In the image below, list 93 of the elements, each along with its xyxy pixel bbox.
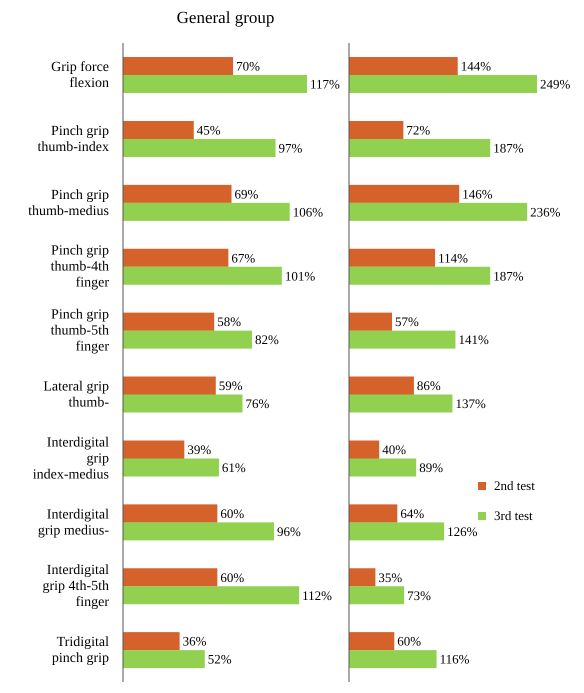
bar bbox=[123, 120, 194, 139]
data-label: 58% bbox=[217, 314, 242, 330]
bar bbox=[349, 440, 380, 458]
data-label: 97% bbox=[278, 140, 303, 156]
bar bbox=[123, 57, 234, 76]
y-tick-label: Interdigital grip medius- bbox=[38, 506, 110, 538]
bar bbox=[123, 394, 243, 413]
data-label: 86% bbox=[416, 378, 441, 394]
bar bbox=[349, 330, 456, 349]
data-label: 40% bbox=[382, 442, 406, 457]
bar bbox=[123, 184, 232, 203]
data-label: 64% bbox=[400, 506, 424, 521]
data-label: 73% bbox=[407, 588, 432, 603]
data-label: 69% bbox=[234, 186, 259, 202]
bar bbox=[123, 632, 180, 650]
data-label: 249% bbox=[540, 76, 570, 92]
data-label: 60% bbox=[220, 506, 244, 521]
data-label: 39% bbox=[187, 442, 212, 457]
bar bbox=[123, 312, 214, 331]
data-label: 112% bbox=[302, 588, 332, 603]
y-tick-label: Grip force flexion bbox=[51, 59, 109, 90]
bar bbox=[123, 376, 216, 395]
bar bbox=[349, 586, 404, 604]
data-label: 70% bbox=[236, 58, 260, 74]
data-label: 57% bbox=[395, 314, 420, 330]
data-label: 101% bbox=[284, 268, 316, 284]
bar bbox=[349, 568, 376, 586]
bar bbox=[349, 522, 444, 540]
data-label: 36% bbox=[182, 634, 207, 649]
bar bbox=[123, 248, 228, 267]
bar bbox=[349, 632, 394, 650]
data-label: 146% bbox=[462, 186, 493, 202]
bar bbox=[349, 120, 404, 139]
bar bbox=[123, 330, 252, 349]
bar bbox=[349, 57, 458, 76]
data-label: 187% bbox=[493, 140, 524, 156]
bar bbox=[349, 312, 392, 331]
y-tick-label: Lateral grip thumb- bbox=[43, 378, 110, 410]
legend-label: 3rd test bbox=[494, 508, 533, 524]
data-label: 76% bbox=[246, 396, 270, 412]
data-label: 187% bbox=[493, 268, 524, 284]
data-label: 126% bbox=[447, 524, 478, 539]
bar bbox=[349, 504, 398, 522]
bar bbox=[123, 440, 184, 458]
data-label: 45% bbox=[196, 122, 221, 138]
y-tick-label: Pinch grip thumb-medius bbox=[28, 187, 109, 218]
y-tick-label: Pinch grip thumb-index bbox=[37, 123, 109, 154]
bar bbox=[123, 504, 218, 522]
data-label: 61% bbox=[222, 460, 246, 475]
data-label: 67% bbox=[231, 250, 256, 266]
bar bbox=[123, 522, 274, 540]
data-label: 60% bbox=[220, 570, 244, 585]
data-label: 144% bbox=[460, 58, 492, 74]
data-label: 52% bbox=[208, 652, 232, 667]
y-tick-label: Interdigital grip index-medius bbox=[32, 434, 110, 482]
bar bbox=[123, 650, 205, 668]
bar bbox=[349, 394, 452, 413]
bar bbox=[349, 184, 460, 203]
bar bbox=[123, 202, 290, 221]
data-label: 117% bbox=[310, 76, 340, 92]
bar bbox=[349, 266, 490, 285]
bar bbox=[123, 586, 300, 604]
y-tick-label: Pinch grip thumb-4th finger bbox=[50, 243, 110, 290]
bar bbox=[349, 138, 490, 157]
bar bbox=[349, 376, 414, 395]
legend-label: 2nd test bbox=[494, 478, 535, 494]
data-label: 137% bbox=[455, 396, 486, 412]
y-tick-label: Pinch grip thumb-5th finger bbox=[50, 307, 110, 354]
y-tick-label: Tridigital pinch grip bbox=[52, 634, 110, 666]
data-label: 82% bbox=[254, 332, 279, 348]
data-label: 141% bbox=[458, 332, 489, 348]
bar bbox=[349, 202, 528, 221]
data-label: 114% bbox=[438, 250, 468, 266]
data-label: 60% bbox=[397, 634, 422, 649]
data-label: 96% bbox=[276, 524, 301, 539]
data-label: 59% bbox=[218, 378, 243, 394]
bar bbox=[349, 650, 437, 668]
data-label: 35% bbox=[378, 570, 402, 585]
bar bbox=[349, 75, 537, 94]
bar bbox=[123, 266, 282, 285]
bar bbox=[123, 138, 276, 157]
data-label: 236% bbox=[530, 204, 561, 220]
bar bbox=[123, 75, 307, 94]
y-tick-label: Interdigital grip 4th-5th finger bbox=[42, 562, 110, 610]
bar bbox=[349, 458, 416, 476]
data-label: 106% bbox=[292, 204, 324, 220]
chart-title: General group bbox=[176, 8, 274, 27]
bar bbox=[123, 568, 218, 586]
data-label: 72% bbox=[406, 122, 430, 138]
data-label: 89% bbox=[419, 460, 444, 475]
bar bbox=[123, 458, 219, 476]
bar bbox=[349, 248, 436, 267]
data-label: 116% bbox=[440, 652, 470, 667]
